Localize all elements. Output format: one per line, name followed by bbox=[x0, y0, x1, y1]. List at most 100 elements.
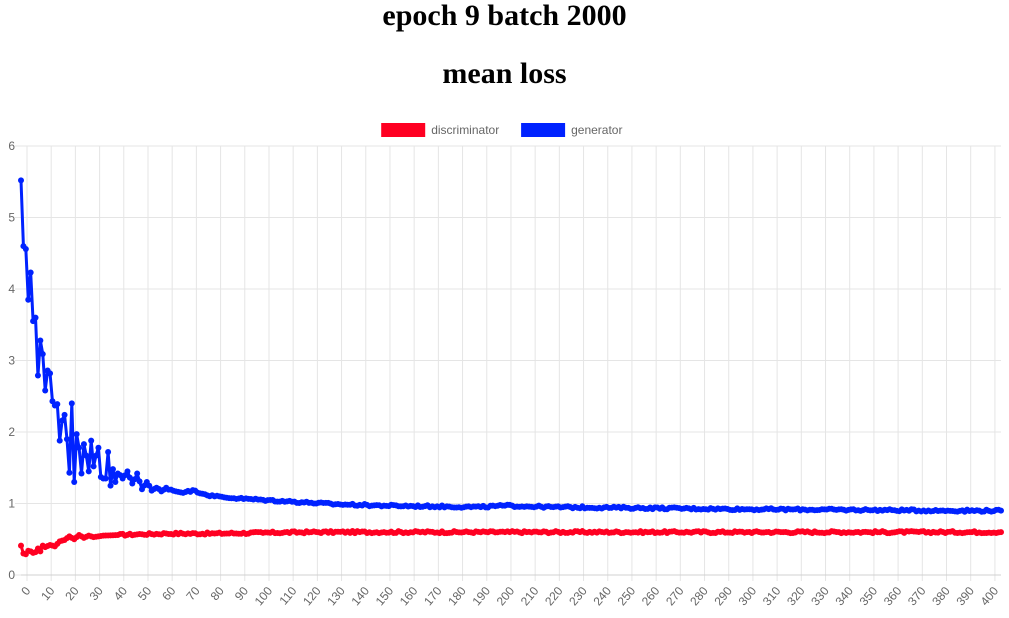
data-point-generator bbox=[93, 452, 100, 459]
x-tick-label: 100 bbox=[252, 584, 276, 609]
y-tick-label: 1 bbox=[8, 497, 15, 511]
data-point-generator bbox=[39, 351, 46, 358]
data-point-generator bbox=[105, 449, 112, 456]
legend-label-discriminator[interactable]: discriminator bbox=[431, 123, 499, 137]
x-tick-label: 270 bbox=[663, 584, 687, 609]
data-point-generator bbox=[22, 245, 29, 252]
chart-title-line-1: epoch 9 batch 2000 bbox=[382, 0, 627, 32]
x-tick-label: 180 bbox=[445, 584, 469, 609]
x-tick-label: 90 bbox=[232, 584, 252, 603]
data-point-generator bbox=[56, 437, 63, 444]
data-point-discriminator bbox=[998, 529, 1004, 536]
x-tick-label: 130 bbox=[324, 584, 348, 609]
data-point-generator bbox=[68, 400, 75, 407]
x-tick-label: 80 bbox=[208, 584, 228, 603]
x-tick-label: 240 bbox=[590, 584, 614, 609]
data-point-generator bbox=[73, 431, 80, 438]
x-tick-label: 20 bbox=[62, 584, 82, 603]
data-point-generator bbox=[83, 452, 90, 459]
data-point-generator bbox=[136, 478, 143, 485]
x-tick-label: 290 bbox=[711, 584, 735, 609]
y-tick-label: 4 bbox=[8, 282, 15, 296]
chart-grid bbox=[15, 145, 1001, 581]
data-point-generator bbox=[109, 466, 116, 473]
data-point-generator bbox=[102, 475, 109, 482]
x-tick-label: 330 bbox=[808, 584, 832, 609]
data-point-generator bbox=[126, 474, 133, 481]
x-tick-label: 380 bbox=[929, 584, 953, 609]
x-tick-label: 340 bbox=[832, 584, 856, 609]
x-tick-label: 40 bbox=[111, 584, 131, 603]
legend-label-generator[interactable]: generator bbox=[571, 123, 622, 137]
x-tick-label: 190 bbox=[469, 584, 493, 609]
legend-swatch-generator[interactable] bbox=[521, 123, 566, 137]
x-tick-label: 360 bbox=[881, 584, 905, 609]
data-point-generator bbox=[146, 482, 153, 489]
legend-swatch-discriminator[interactable] bbox=[381, 123, 426, 137]
x-tick-label: 30 bbox=[87, 584, 107, 603]
x-axis-ticks: 0 10 20 30 40 50 60 70 80 90 100 110 120 130 140 150 160… bbox=[18, 584, 1001, 609]
data-point-generator bbox=[998, 507, 1004, 514]
chart-series bbox=[18, 177, 1004, 558]
data-point-generator bbox=[95, 444, 102, 451]
x-tick-label: 370 bbox=[905, 584, 929, 609]
x-tick-label: 120 bbox=[300, 584, 324, 609]
x-tick-label: 150 bbox=[373, 584, 397, 609]
x-tick-label: 390 bbox=[953, 584, 977, 609]
data-point-generator bbox=[47, 370, 54, 377]
data-point-generator bbox=[124, 468, 131, 475]
y-axis-ticks: 0 1 2 3 4 5 6 bbox=[8, 139, 15, 582]
x-tick-label: 260 bbox=[639, 584, 663, 609]
x-tick-label: 320 bbox=[784, 584, 808, 609]
x-tick-label: 50 bbox=[135, 584, 155, 603]
x-tick-label: 10 bbox=[38, 584, 58, 603]
data-point-generator bbox=[71, 479, 78, 486]
y-tick-label: 5 bbox=[8, 211, 15, 225]
data-point-generator bbox=[61, 411, 68, 418]
x-tick-label: 400 bbox=[978, 584, 1002, 609]
x-tick-label: 310 bbox=[760, 584, 784, 609]
data-point-generator bbox=[42, 387, 49, 394]
data-point-generator bbox=[134, 470, 141, 477]
data-point-generator bbox=[59, 417, 66, 424]
data-point-generator bbox=[25, 296, 32, 303]
x-tick-label: 210 bbox=[518, 584, 542, 609]
data-point-generator bbox=[18, 177, 24, 184]
x-tick-label: 60 bbox=[159, 584, 179, 603]
data-point-generator bbox=[80, 441, 87, 448]
data-point-generator bbox=[90, 463, 97, 470]
x-tick-label: 200 bbox=[494, 584, 518, 609]
data-point-generator bbox=[88, 437, 95, 444]
data-point-discriminator bbox=[18, 542, 24, 549]
data-point-generator bbox=[32, 314, 39, 321]
x-tick-label: 250 bbox=[615, 584, 639, 609]
data-point-generator bbox=[85, 468, 92, 475]
chart-legend: discriminator generator bbox=[381, 123, 622, 137]
x-tick-label: 350 bbox=[857, 584, 881, 609]
x-tick-label: 0 bbox=[18, 584, 33, 598]
x-tick-label: 220 bbox=[542, 584, 566, 609]
y-tick-label: 2 bbox=[8, 425, 15, 439]
x-tick-label: 230 bbox=[566, 584, 590, 609]
data-point-generator bbox=[54, 401, 61, 408]
data-point-discriminator bbox=[37, 548, 44, 555]
x-tick-label: 140 bbox=[348, 584, 372, 609]
data-point-generator bbox=[76, 444, 83, 451]
chart-title-line-2: mean loss bbox=[442, 57, 567, 90]
x-tick-label: 170 bbox=[421, 584, 445, 609]
y-tick-label: 0 bbox=[8, 568, 15, 582]
x-tick-label: 70 bbox=[183, 584, 203, 603]
x-tick-label: 300 bbox=[736, 584, 760, 609]
data-point-generator bbox=[34, 372, 41, 379]
data-point-generator bbox=[131, 476, 138, 483]
data-point-generator bbox=[66, 469, 73, 476]
x-tick-label: 110 bbox=[276, 584, 299, 608]
x-tick-label: 160 bbox=[397, 584, 421, 609]
x-tick-label: 280 bbox=[687, 584, 711, 609]
data-point-generator bbox=[107, 482, 114, 489]
data-point-generator bbox=[78, 470, 85, 477]
y-tick-label: 6 bbox=[8, 139, 15, 153]
data-point-generator bbox=[37, 337, 44, 344]
y-tick-label: 3 bbox=[8, 354, 15, 368]
